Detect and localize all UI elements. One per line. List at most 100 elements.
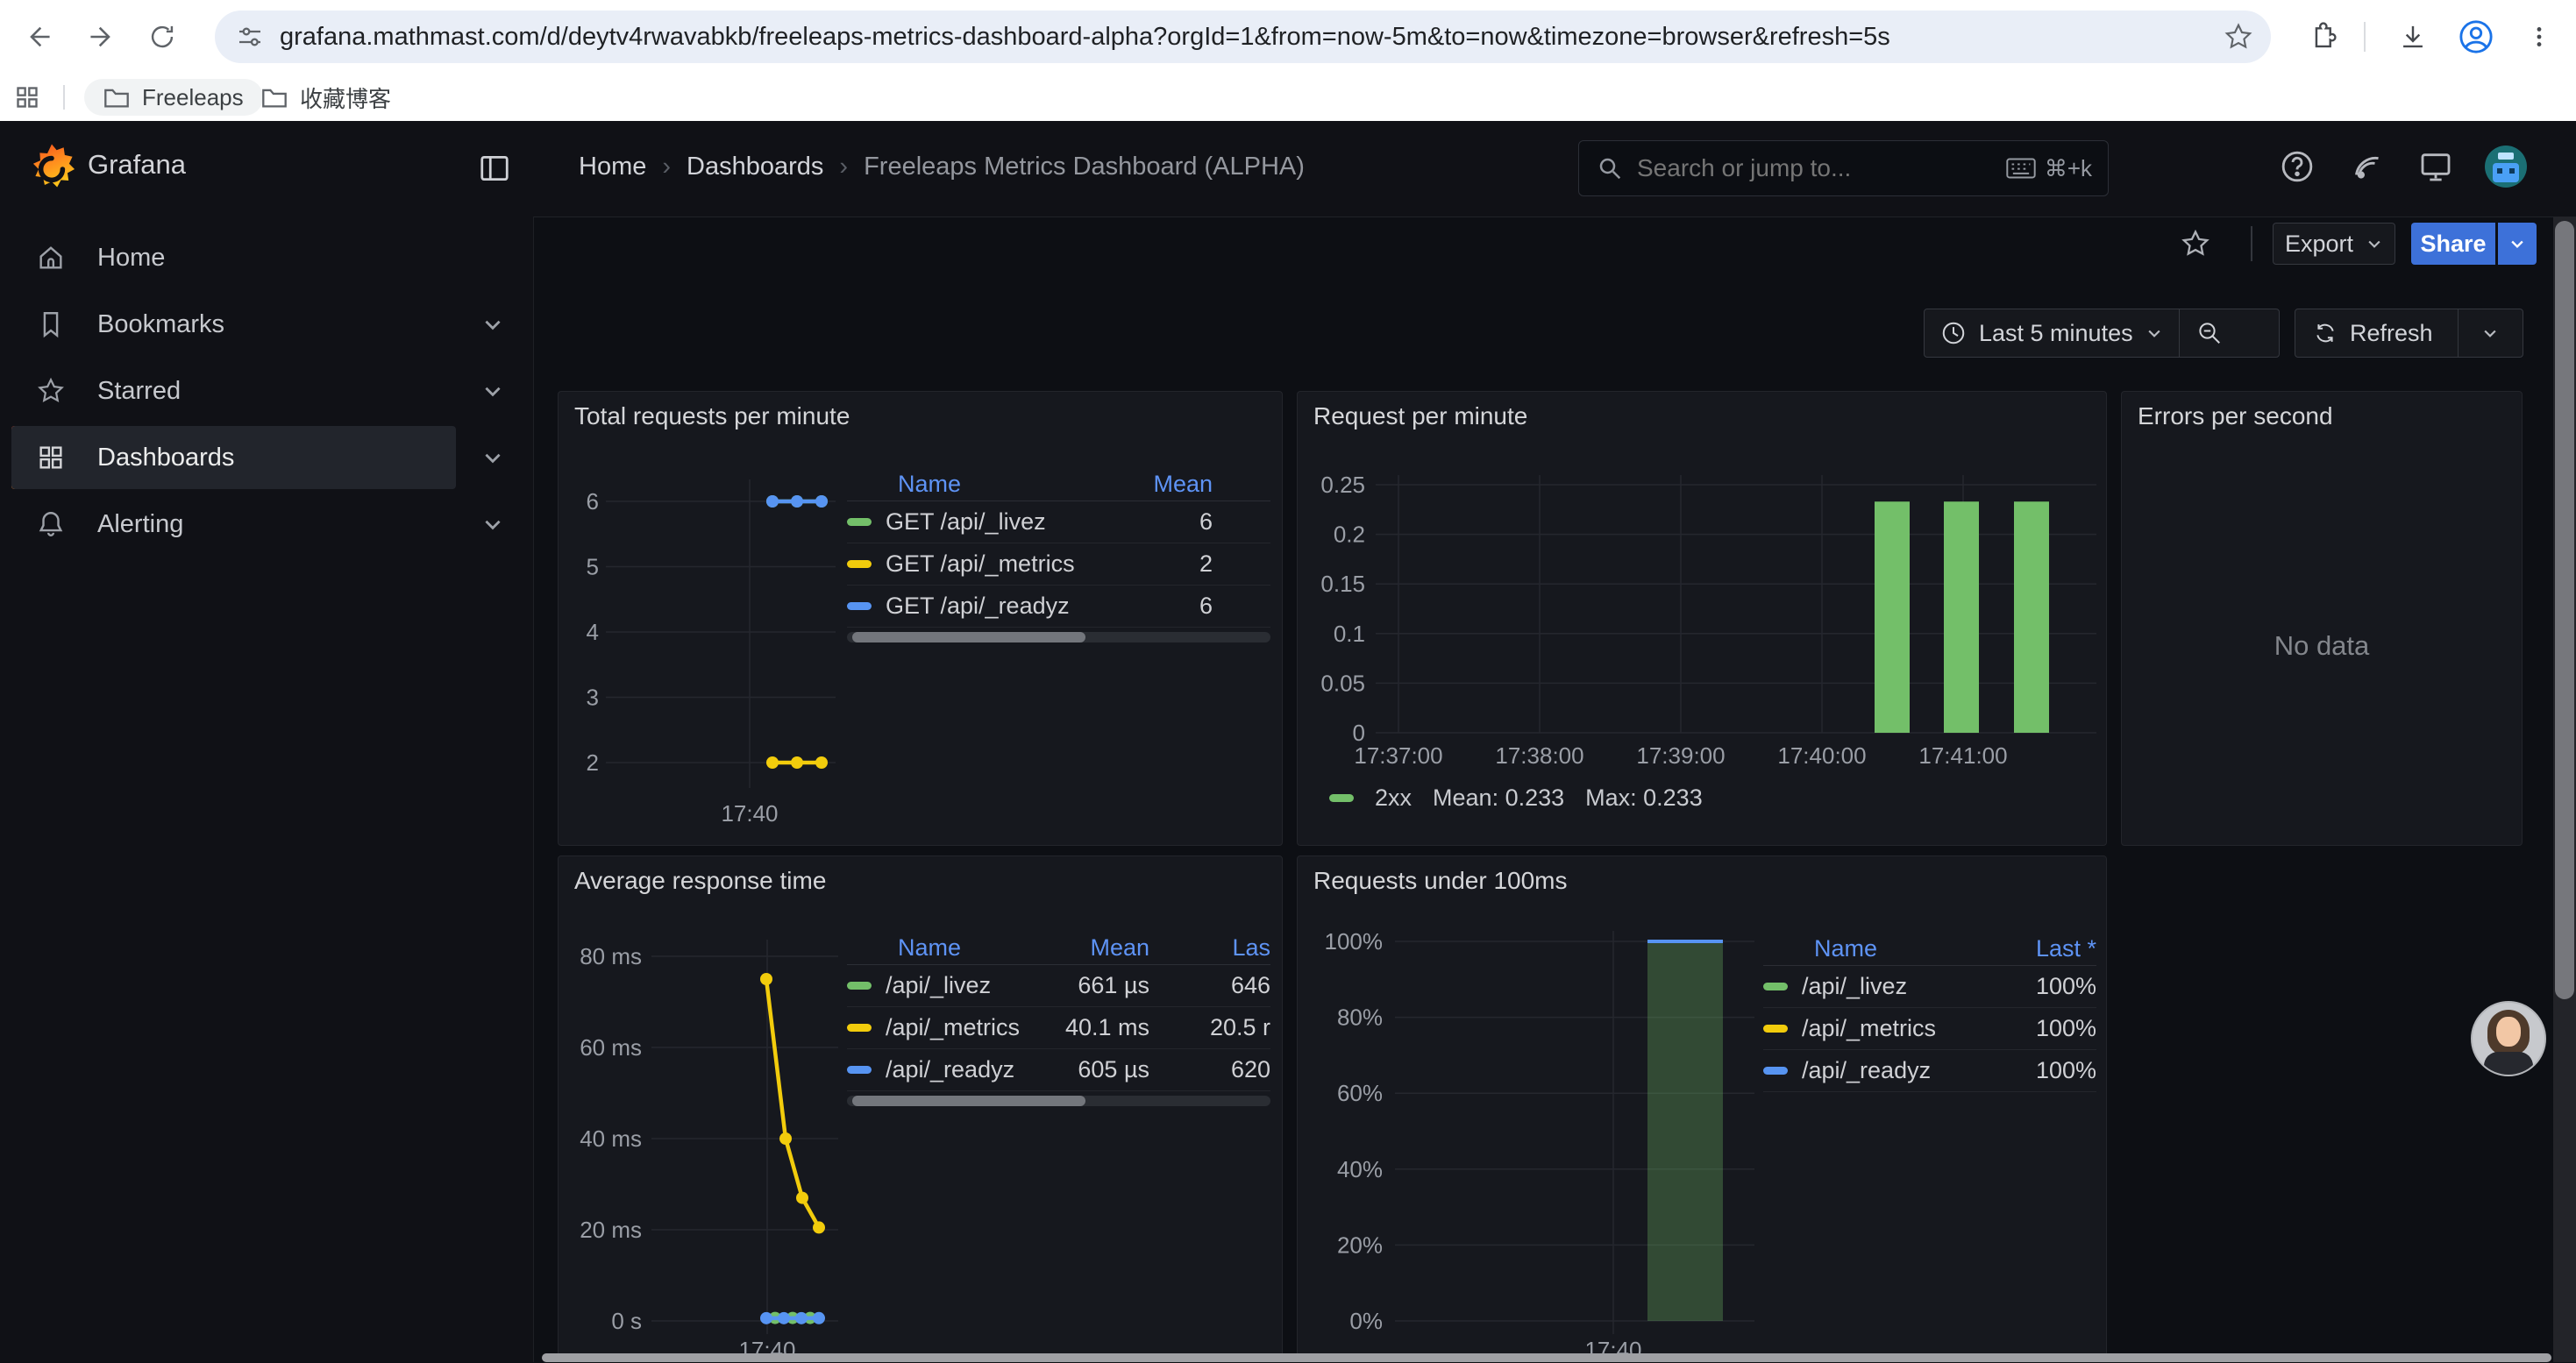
sidebar-item-label: Bookmarks bbox=[97, 310, 224, 339]
legend-header-mean[interactable]: Mean bbox=[1053, 934, 1149, 962]
legend-inline[interactable]: 2xx Mean: 0.233 Max: 0.233 bbox=[1329, 784, 1703, 812]
legend-header-last[interactable]: Last * bbox=[2000, 935, 2096, 962]
sidebar-bookmarks-expand[interactable] bbox=[480, 312, 505, 337]
browser-downloads-button[interactable] bbox=[2388, 12, 2437, 61]
bookmark-folder-blogs[interactable]: 收藏博客 bbox=[246, 79, 407, 116]
legend-row[interactable]: /api/_livez 661 µs 646 bbox=[847, 965, 1270, 1007]
svg-text:40 ms: 40 ms bbox=[580, 1125, 642, 1152]
legend-scrollbar[interactable] bbox=[847, 632, 1270, 642]
series-name[interactable]: /api/_livez bbox=[886, 972, 1053, 999]
series-name[interactable]: GET /api/_livez bbox=[886, 508, 1116, 536]
avatar-face bbox=[2496, 1017, 2521, 1047]
legend-row[interactable]: GET /api/_readyz 6 bbox=[847, 586, 1270, 628]
request-per-minute-chart[interactable]: 0.250.20.150.10.05017:37:0017:38:0017:39… bbox=[1298, 392, 2108, 847]
legend-header-last[interactable]: Las bbox=[1149, 934, 1270, 962]
sidebar-starred-expand[interactable] bbox=[480, 379, 505, 403]
series-name[interactable]: /api/_metrics bbox=[886, 1014, 1053, 1041]
share-button[interactable]: Share bbox=[2411, 223, 2495, 265]
series-color-dash bbox=[847, 1024, 872, 1032]
bookmark-star-icon[interactable] bbox=[2224, 22, 2253, 52]
svg-text:17:38:00: 17:38:00 bbox=[1495, 742, 1583, 769]
series-name[interactable]: GET /api/_metrics bbox=[886, 550, 1116, 578]
series-name[interactable]: /api/_readyz bbox=[1802, 1057, 2000, 1084]
legend-row[interactable]: GET /api/_metrics 2 bbox=[847, 543, 1270, 586]
series-name[interactable]: /api/_livez bbox=[1802, 973, 2000, 1000]
browser-back-button[interactable] bbox=[15, 12, 64, 61]
export-button[interactable]: Export bbox=[2273, 223, 2395, 265]
legend-row[interactable]: /api/_metrics 100% bbox=[1763, 1008, 2096, 1050]
sidebar-toggle-button[interactable] bbox=[473, 147, 516, 189]
panel-errors-per-second: Errors per second No data bbox=[2121, 391, 2523, 846]
browser-menu-button[interactable] bbox=[2515, 12, 2564, 61]
legend-row[interactable]: /api/_metrics 40.1 ms 20.5 r bbox=[847, 1007, 1270, 1049]
news-button[interactable] bbox=[2346, 146, 2388, 188]
search-shortcut-hint: ⌘+k bbox=[2006, 155, 2092, 182]
address-bar[interactable]: grafana.mathmast.com/d/deytv4rwavabkb/fr… bbox=[215, 11, 2271, 63]
refresh-button[interactable]: Refresh bbox=[2295, 309, 2451, 357]
page-scrollbar-thumb[interactable] bbox=[2555, 221, 2574, 999]
time-range-picker[interactable]: Last 5 minutes bbox=[1925, 309, 2179, 357]
browser-extensions-button[interactable] bbox=[2297, 12, 2346, 61]
sidebar-dashboards-expand[interactable] bbox=[480, 445, 505, 470]
help-button[interactable] bbox=[2276, 146, 2318, 188]
user-avatar[interactable] bbox=[2485, 146, 2527, 188]
avatar-image bbox=[2485, 146, 2527, 188]
series-color-dash bbox=[847, 982, 872, 990]
zoom-out-time-button[interactable] bbox=[2180, 309, 2239, 357]
series-name[interactable]: 2xx bbox=[1375, 784, 1412, 812]
svg-text:60 ms: 60 ms bbox=[580, 1034, 642, 1061]
grafana-logo[interactable] bbox=[25, 142, 79, 196]
series-name[interactable]: /api/_metrics bbox=[1802, 1015, 2000, 1042]
sidebar-item-starred[interactable]: Starred bbox=[11, 359, 456, 422]
horizontal-scrollbar[interactable] bbox=[542, 1353, 2551, 1362]
url-text[interactable]: grafana.mathmast.com/d/deytv4rwavabkb/fr… bbox=[280, 23, 1890, 52]
browser-profile-button[interactable] bbox=[2451, 12, 2501, 61]
reload-icon bbox=[147, 22, 177, 52]
legend-row[interactable]: /api/_livez 100% bbox=[1763, 966, 2096, 1008]
legend-scroll-thumb[interactable] bbox=[852, 1096, 1085, 1106]
favorite-dashboard-button[interactable] bbox=[2174, 223, 2217, 265]
sidebar-item-dashboards[interactable]: Dashboards bbox=[11, 426, 456, 489]
sidebar-item-home[interactable]: Home bbox=[11, 226, 456, 289]
bookmark-folder-freeleaps[interactable]: Freeleaps bbox=[84, 79, 263, 116]
share-menu-button[interactable] bbox=[2498, 223, 2537, 265]
search-box[interactable]: ⌘+k bbox=[1578, 140, 2109, 196]
sidebar-item-alerting[interactable]: Alerting bbox=[11, 493, 456, 556]
series-name[interactable]: /api/_readyz bbox=[886, 1056, 1053, 1083]
browser-forward-button[interactable] bbox=[76, 12, 125, 61]
legend-header-mean[interactable]: Mean bbox=[1116, 471, 1213, 498]
legend-header-name[interactable]: Name bbox=[1814, 935, 2000, 962]
panel-avg-response-time: Average response time 80 ms60 ms40 ms20 … bbox=[558, 855, 1283, 1362]
series-name[interactable]: GET /api/_readyz bbox=[886, 593, 1116, 620]
legend-scroll-thumb[interactable] bbox=[852, 632, 1085, 642]
legend-header-name[interactable]: Name bbox=[898, 471, 1116, 498]
display-button[interactable] bbox=[2415, 146, 2457, 188]
bookmarks-apps-button[interactable] bbox=[7, 77, 47, 117]
legend-header-name[interactable]: Name bbox=[898, 934, 1053, 962]
legend-row[interactable]: GET /api/_livez 6 bbox=[847, 501, 1270, 543]
panel-toggle-icon bbox=[478, 152, 511, 185]
assistant-avatar-widget[interactable] bbox=[2471, 1001, 2546, 1076]
toolbar-divider bbox=[2251, 226, 2252, 261]
site-settings-icon[interactable] bbox=[236, 23, 264, 51]
legend-row[interactable]: /api/_readyz 100% bbox=[1763, 1050, 2096, 1092]
refresh-sync-icon bbox=[2313, 321, 2338, 345]
chevron-down-icon bbox=[481, 313, 504, 336]
legend-scrollbar[interactable] bbox=[847, 1096, 1270, 1106]
sidebar-alerting-expand[interactable] bbox=[480, 512, 505, 536]
svg-text:6: 6 bbox=[587, 488, 599, 515]
star-icon bbox=[36, 376, 66, 406]
breadcrumb-dashboards[interactable]: Dashboards bbox=[687, 153, 823, 181]
panel-title[interactable]: Errors per second bbox=[2138, 402, 2333, 430]
legend-row[interactable]: /api/_readyz 605 µs 620 bbox=[847, 1049, 1270, 1091]
svg-text:0%: 0% bbox=[1349, 1308, 1383, 1334]
svg-text:3: 3 bbox=[587, 685, 599, 711]
sidebar-item-bookmarks[interactable]: Bookmarks bbox=[11, 293, 456, 356]
browser-reload-button[interactable] bbox=[138, 12, 187, 61]
search-input[interactable] bbox=[1635, 153, 2006, 183]
breadcrumb-home[interactable]: Home bbox=[579, 153, 646, 181]
refresh-interval-button[interactable] bbox=[2459, 309, 2523, 357]
refresh-label: Refresh bbox=[2350, 320, 2433, 347]
series-last: 100% bbox=[2000, 973, 2096, 1000]
series-color-dash bbox=[847, 602, 872, 610]
